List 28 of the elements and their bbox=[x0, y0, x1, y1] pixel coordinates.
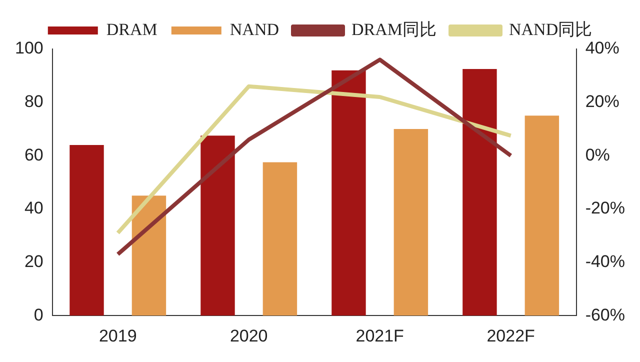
y2-tick-label: 0% bbox=[585, 145, 610, 164]
bar bbox=[394, 128, 428, 316]
legend-label: DRAM同比 bbox=[352, 20, 437, 39]
x-tick-label: 2019 bbox=[98, 326, 137, 346]
y2-tick-label: 40% bbox=[585, 38, 620, 58]
legend-label: NAND同比 bbox=[509, 20, 592, 39]
x-tick-label: 2021F bbox=[356, 326, 404, 346]
y2-tick-label: -20% bbox=[585, 198, 625, 218]
bar bbox=[262, 162, 298, 316]
legend-label: DRAM bbox=[106, 20, 158, 39]
bar bbox=[200, 136, 235, 316]
legend-label: NAND bbox=[230, 20, 279, 39]
bar bbox=[524, 116, 560, 316]
y2-tick-label: -40% bbox=[585, 252, 625, 271]
y2-tick-label: 20% bbox=[585, 92, 620, 112]
x-tick-label: 2022F bbox=[486, 326, 535, 346]
y-tick-label: 100 bbox=[14, 38, 44, 58]
y-tick-label: 0 bbox=[34, 305, 44, 324]
bar bbox=[462, 68, 497, 316]
bar bbox=[70, 144, 104, 316]
bar bbox=[332, 70, 366, 316]
y2-tick-label: -60% bbox=[585, 305, 625, 324]
y-tick-label: 60 bbox=[24, 145, 44, 164]
x-tick-label: 2020 bbox=[230, 326, 268, 346]
y-tick-label: 20 bbox=[24, 252, 44, 271]
y-tick-label: 40 bbox=[24, 198, 44, 218]
y-tick-label: 80 bbox=[24, 92, 44, 112]
bar bbox=[132, 196, 166, 316]
